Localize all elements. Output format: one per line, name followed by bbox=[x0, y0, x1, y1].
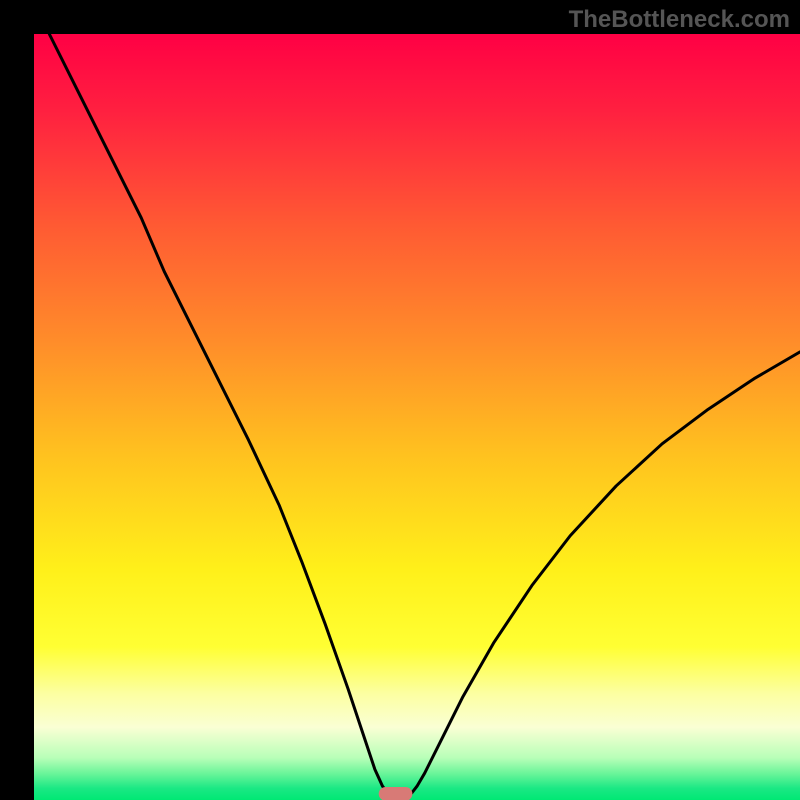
optimum-marker bbox=[379, 787, 413, 800]
bottleneck-chart bbox=[0, 0, 800, 800]
plot-background bbox=[34, 34, 800, 800]
watermark-text: TheBottleneck.com bbox=[569, 6, 790, 34]
